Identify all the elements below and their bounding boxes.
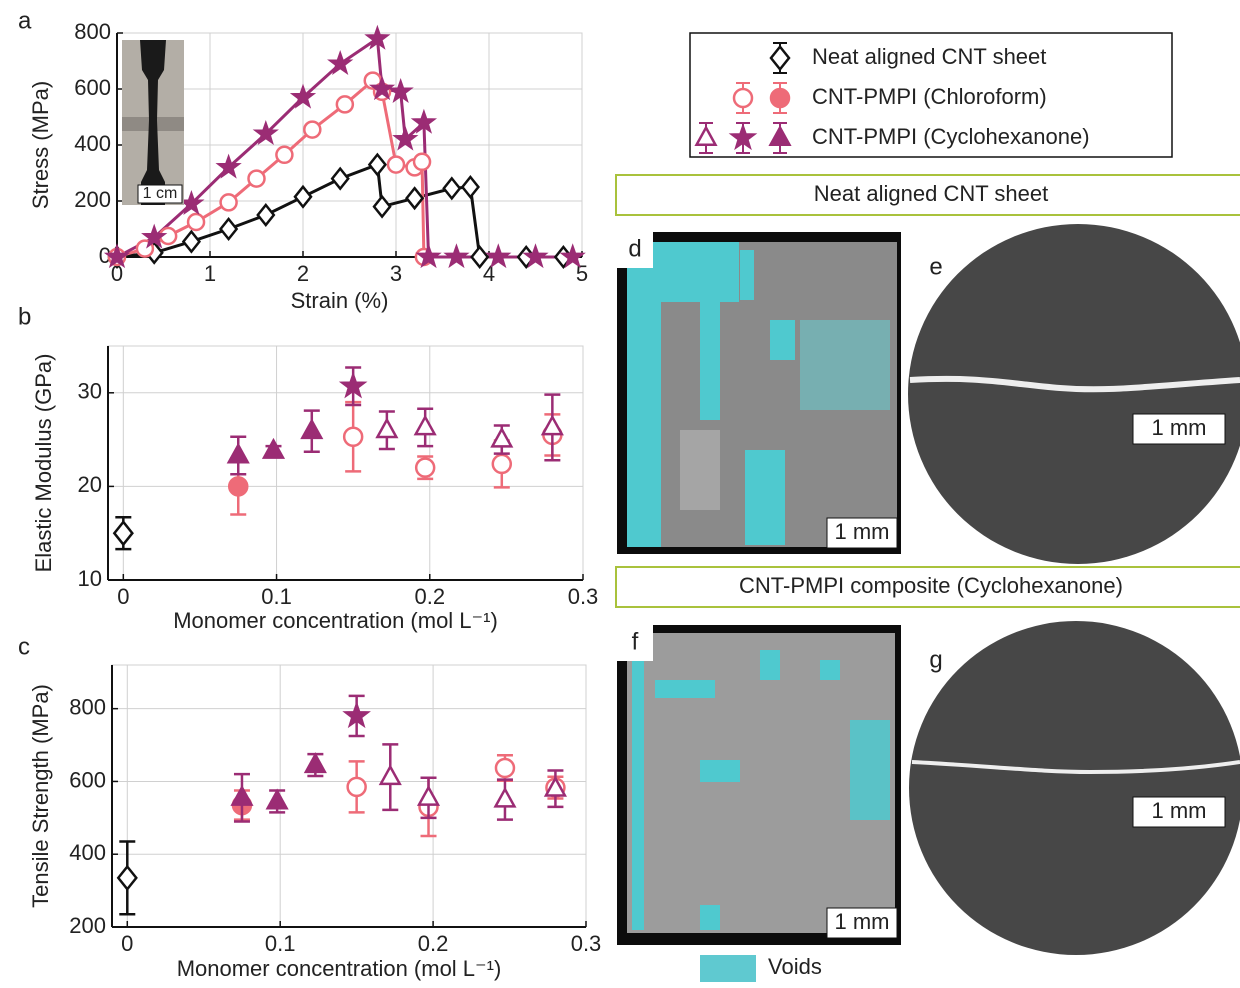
y-tick-label: 200: [74, 187, 111, 212]
x-axis-label: Monomer concentration (mol L⁻¹): [177, 956, 502, 981]
page: {"chart_data": [ {"type": "line", "panel…: [0, 0, 1240, 988]
y-tick-label: 200: [69, 913, 106, 938]
x-axis-label: Strain (%): [291, 288, 389, 313]
x-tick-label: 0.2: [414, 584, 445, 609]
figure: 0200400600800012345aStrain (%)Stress (MP…: [0, 0, 1240, 983]
marker: [188, 214, 204, 230]
marker: [416, 459, 434, 477]
marker: [344, 428, 362, 446]
y-tick-label: 600: [69, 767, 106, 792]
scale-bar-label: 1 mm: [1152, 415, 1207, 440]
section-title: Neat aligned CNT sheet: [814, 181, 1048, 206]
x-tick-label: 1: [204, 261, 216, 286]
marker: [304, 122, 320, 138]
y-tick-label: 800: [69, 694, 106, 719]
inset-label: 1 cm: [143, 185, 178, 202]
x-tick-label: 3: [390, 261, 402, 286]
x-tick-label: 0.1: [261, 584, 292, 609]
x-axis-label: Monomer concentration (mol L⁻¹): [173, 608, 498, 633]
y-axis-label: Elastic Modulus (GPa): [31, 354, 56, 573]
legend-marker: [771, 89, 789, 107]
x-tick-label: 0.2: [418, 931, 449, 956]
marker: [337, 96, 353, 112]
panel-label: c: [18, 633, 30, 660]
legend-label: CNT-PMPI (Chloroform): [812, 84, 1047, 109]
y-axis-label: Stress (MPa): [28, 81, 53, 209]
x-tick-label: 0.3: [571, 931, 602, 956]
marker: [414, 154, 430, 170]
scale-bar-label: 1 mm: [835, 909, 890, 934]
image-label: d: [628, 235, 641, 262]
panel-label: b: [18, 303, 31, 330]
voids-label: Voids: [768, 954, 822, 979]
marker: [496, 759, 514, 777]
ct-image-d: [617, 232, 901, 554]
y-tick-label: 400: [69, 840, 106, 865]
y-tick-label: 20: [78, 472, 102, 497]
inset-photo: [122, 40, 184, 205]
voids-swatch: [700, 955, 756, 982]
legend-marker: [734, 89, 752, 107]
ct-image-f: [617, 625, 901, 945]
y-tick-label: 800: [74, 19, 111, 44]
y-tick-label: 30: [78, 379, 102, 404]
legend-label: Neat aligned CNT sheet: [812, 44, 1046, 69]
x-tick-label: 0: [117, 584, 129, 609]
x-tick-label: 0.1: [265, 931, 296, 956]
marker: [229, 477, 247, 495]
x-tick-label: 2: [297, 261, 309, 286]
image-label: f: [632, 628, 639, 655]
x-tick-label: 0: [121, 931, 133, 956]
cross-section-e: [908, 224, 1240, 564]
plot-area: [112, 665, 586, 927]
marker: [276, 147, 292, 163]
marker: [388, 157, 404, 173]
x-tick-label: 0.3: [568, 584, 599, 609]
panel-label: a: [18, 7, 32, 34]
y-tick-label: 400: [74, 131, 111, 156]
cross-section-g: [909, 621, 1240, 955]
legend-label: CNT-PMPI (Cyclohexanone): [812, 124, 1090, 149]
marker: [348, 778, 366, 796]
image-label: e: [929, 253, 942, 280]
y-tick-label: 600: [74, 75, 111, 100]
marker: [249, 171, 265, 187]
image-label: g: [929, 646, 942, 673]
scale-bar-label: 1 mm: [1152, 798, 1207, 823]
y-axis-label: Tensile Strength (MPa): [28, 684, 53, 908]
scale-bar-label: 1 mm: [835, 519, 890, 544]
marker: [493, 455, 511, 473]
marker: [221, 194, 237, 210]
section-title: CNT-PMPI composite (Cyclohexanone): [739, 573, 1123, 598]
y-tick-label: 10: [78, 566, 102, 591]
